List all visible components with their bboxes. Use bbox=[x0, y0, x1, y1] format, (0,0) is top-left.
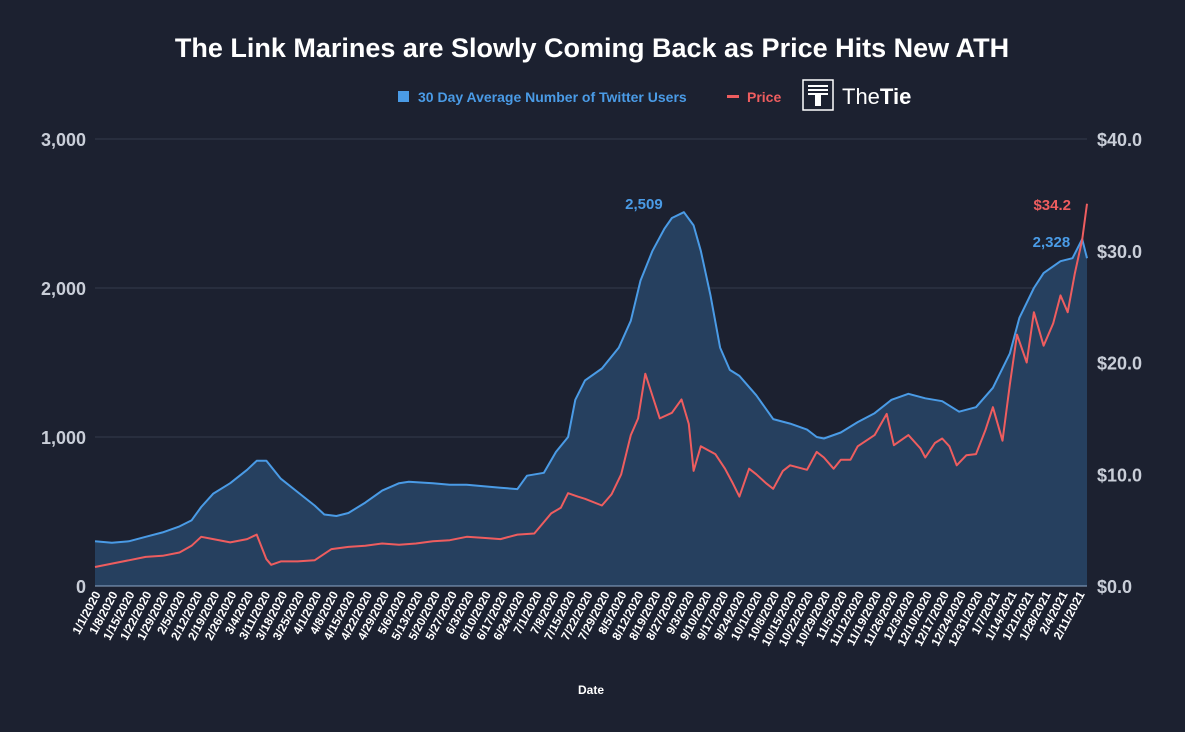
x-axis: 1/1/20201/8/20201/15/20201/22/20201/29/2… bbox=[69, 585, 1088, 648]
y-left-tick-label: 2,000 bbox=[41, 279, 86, 299]
plot-area bbox=[94, 203, 1088, 586]
y-axis-left: 0 1,000 2,000 3,000 bbox=[41, 130, 86, 597]
y-right-tick-label: $10.0 bbox=[1097, 465, 1142, 485]
brand-logo: TheTie bbox=[802, 79, 911, 111]
y-left-tick-label: 0 bbox=[76, 577, 86, 597]
annotations: 2,509 2,328 $34.2 bbox=[625, 196, 1071, 251]
price-peak-label: $34.2 bbox=[1033, 197, 1071, 214]
legend: 30 Day Average Number of Twitter Users P… bbox=[398, 89, 781, 105]
price-line bbox=[94, 203, 1088, 568]
x-axis-label: Date bbox=[578, 683, 604, 697]
brand-name-tie: Tie bbox=[880, 84, 911, 109]
y-right-tick-label: $0.0 bbox=[1097, 577, 1132, 597]
users-peak-label: 2,509 bbox=[625, 196, 663, 213]
y-right-tick-label: $30.0 bbox=[1097, 242, 1142, 262]
y-left-tick-label: 1,000 bbox=[41, 428, 86, 448]
users-line bbox=[94, 211, 1088, 544]
chart-title: The Link Marines are Slowly Coming Back … bbox=[175, 33, 1009, 63]
legend-users-label: 30 Day Average Number of Twitter Users bbox=[418, 89, 687, 105]
y-right-tick-label: $20.0 bbox=[1097, 354, 1142, 374]
users-peak-label: 2,328 bbox=[1033, 234, 1071, 251]
thetie-logo-icon bbox=[802, 79, 834, 111]
users-area bbox=[95, 212, 1087, 586]
brand-name: TheTie bbox=[842, 84, 911, 109]
legend-price-label: Price bbox=[747, 89, 781, 105]
y-right-tick-label: $40.0 bbox=[1097, 130, 1142, 150]
brand-name-the: The bbox=[842, 84, 880, 109]
legend-users-marker bbox=[398, 91, 409, 102]
y-axis-right: $0.0 $10.0 $20.0 $30.0 $40.0 bbox=[1097, 130, 1142, 597]
y-left-tick-label: 3,000 bbox=[41, 130, 86, 150]
legend-price-marker bbox=[727, 95, 739, 98]
